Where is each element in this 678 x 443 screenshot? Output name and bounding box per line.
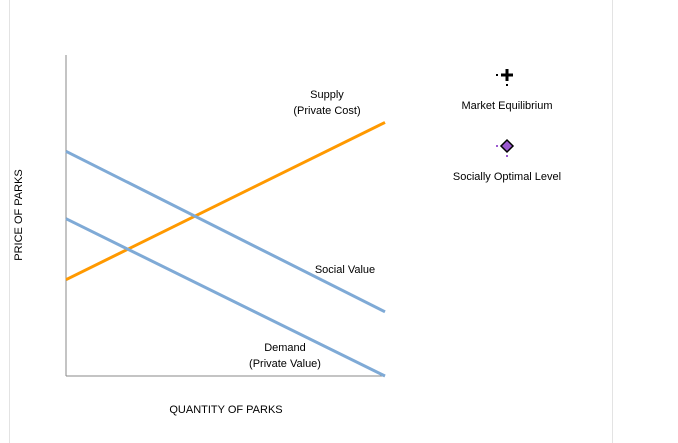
demand-label-line-2: (Private Value) xyxy=(249,358,321,370)
diamond-marker-icon xyxy=(496,138,515,157)
legend-item-market-equilibrium[interactable]: Market Equilibrium xyxy=(461,69,553,112)
social-value-label: Social Value xyxy=(315,264,375,276)
supply-line[interactable] xyxy=(65,121,386,282)
demand-label-line-1: Demand xyxy=(264,342,306,354)
legend-item-socially-optimal-level[interactable]: Socially Optimal Level xyxy=(453,138,561,183)
legend-label-socially-optimal-level: Socially Optimal Level xyxy=(453,171,561,183)
chart-frame xyxy=(9,0,613,443)
x-axis-title: QUANTITY OF PARKS xyxy=(169,404,282,416)
supply-label-line-2: (Private Cost) xyxy=(293,105,360,117)
demand-line[interactable] xyxy=(65,217,386,378)
legend-label-market-equilibrium: Market Equilibrium xyxy=(461,100,552,112)
social-value-line[interactable] xyxy=(65,149,386,314)
supply-label-line-1: Supply xyxy=(310,89,344,101)
plus-marker-icon xyxy=(496,69,513,86)
y-axis-title: PRICE OF PARKS xyxy=(13,169,25,260)
